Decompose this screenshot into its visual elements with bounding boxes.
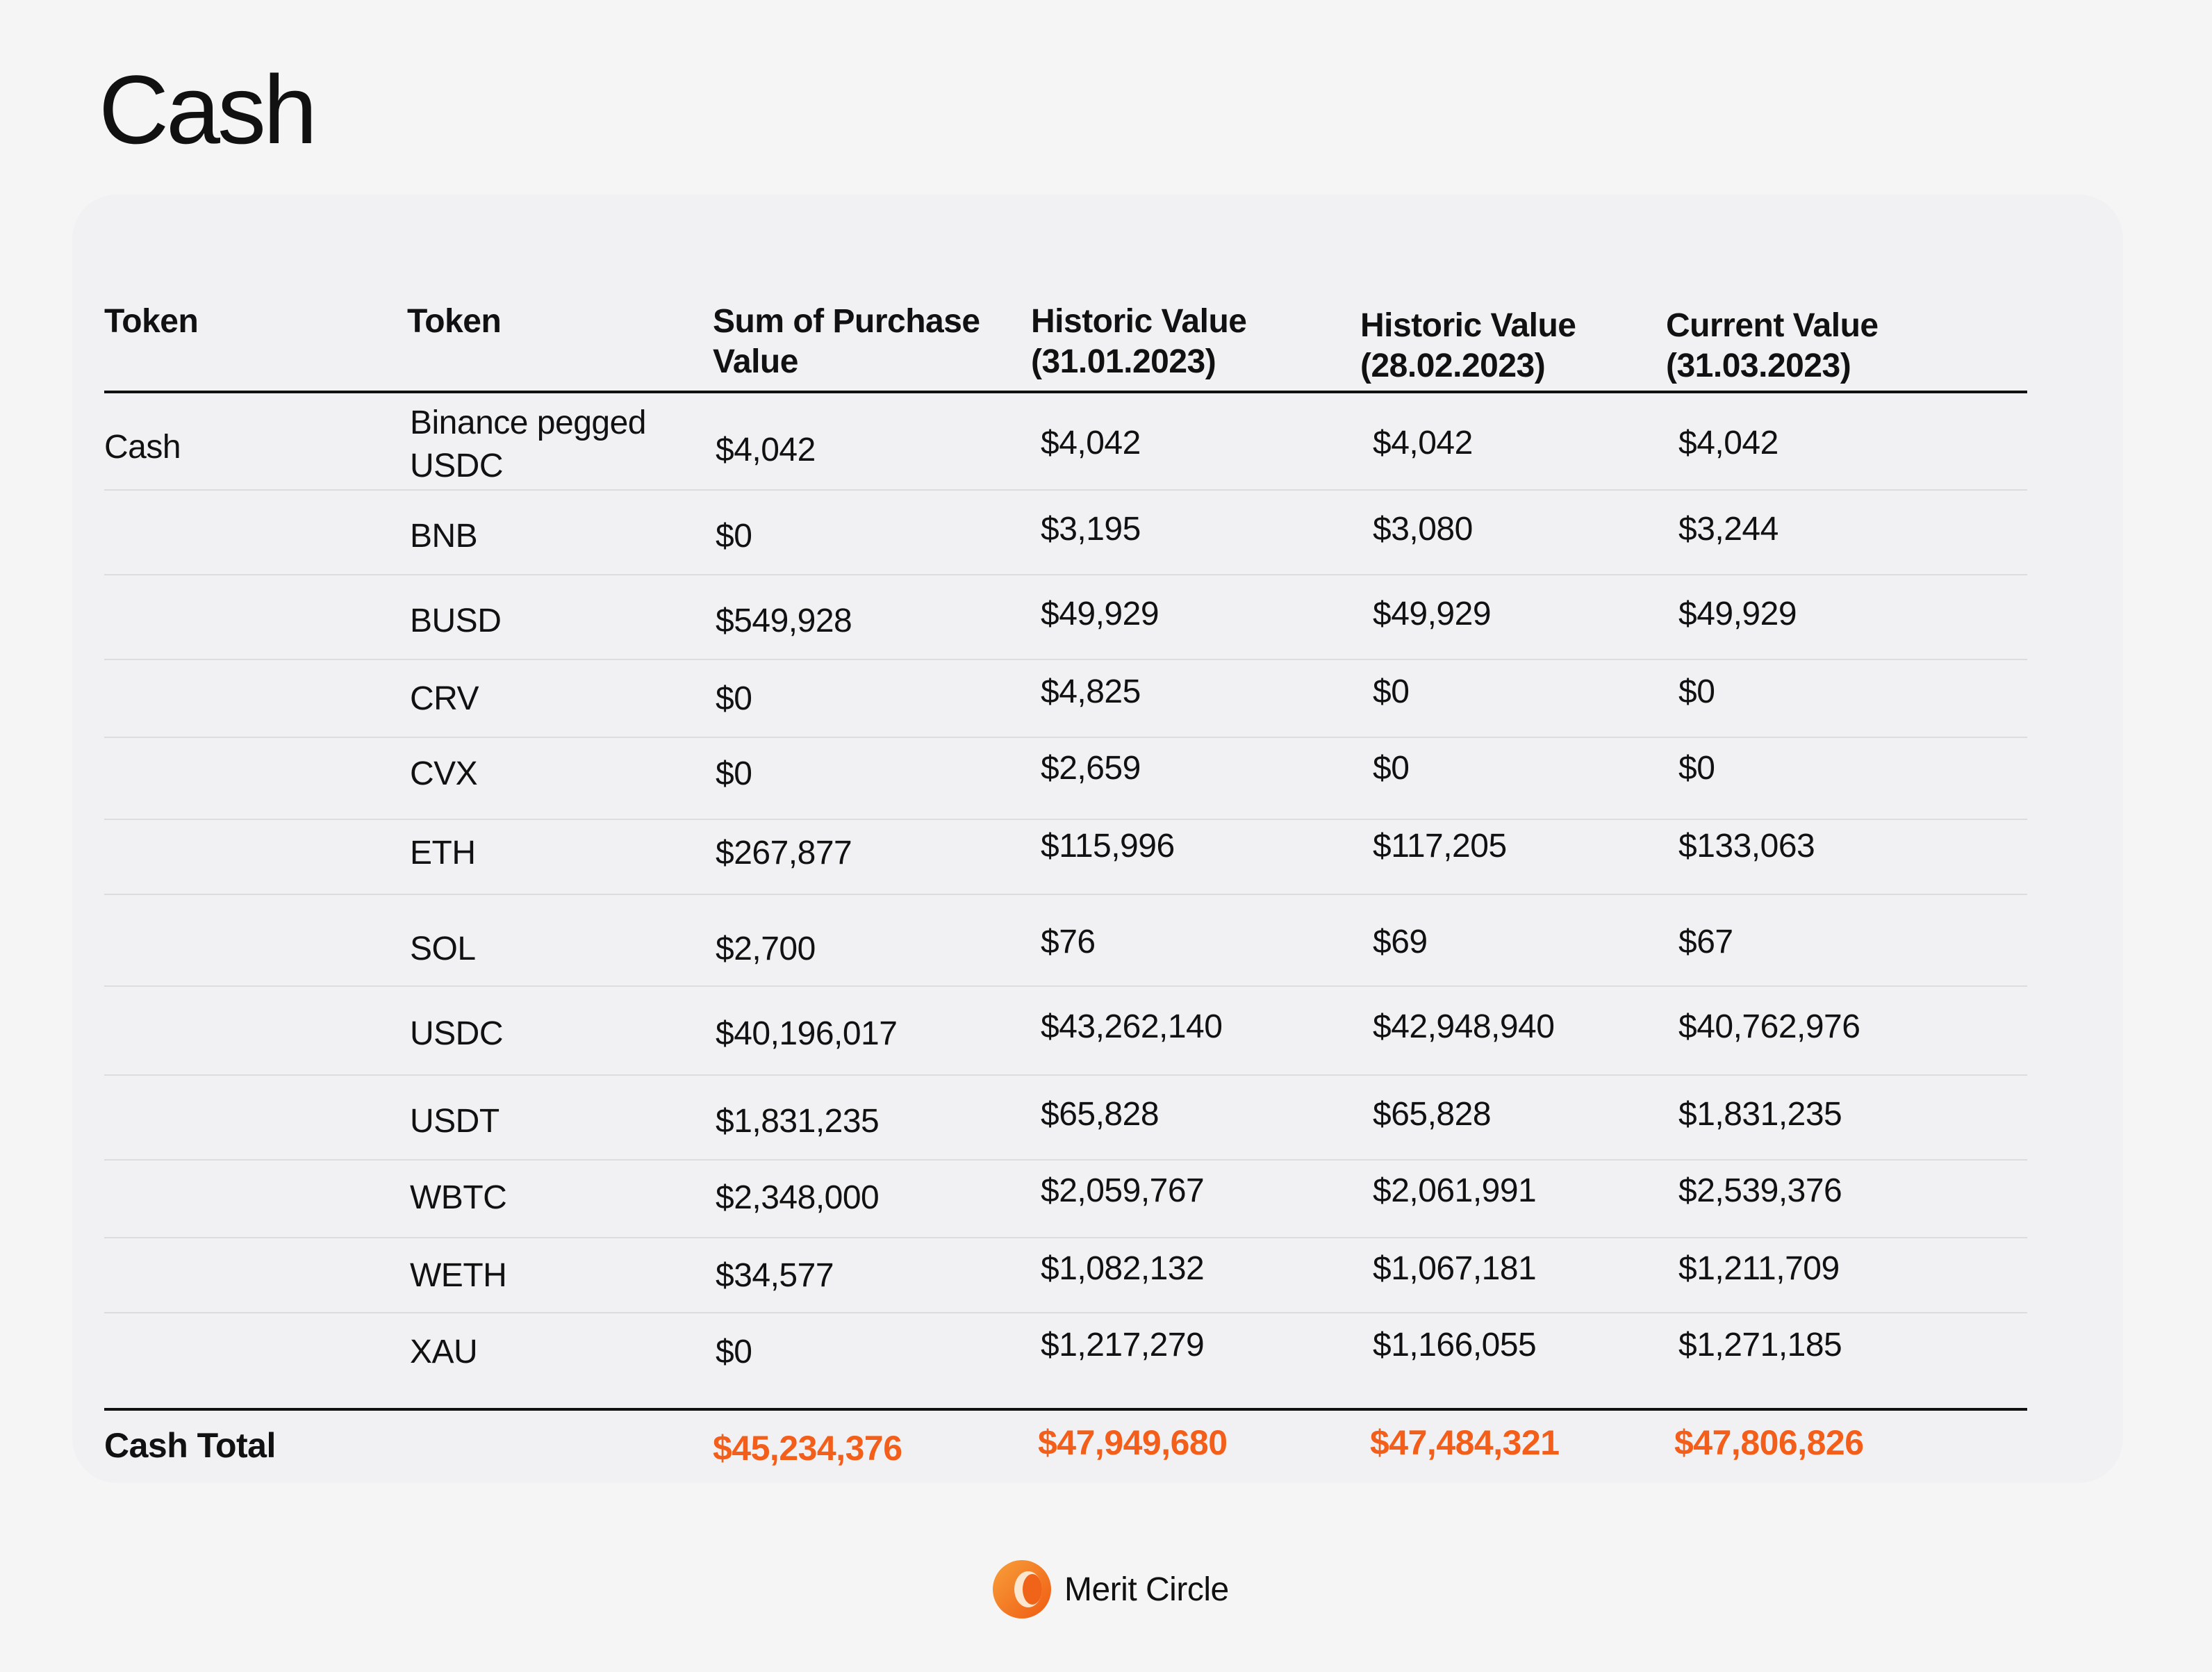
row-historic-feb: $2,061,991: [1373, 1172, 1537, 1209]
total-label: Cash Total: [104, 1426, 276, 1465]
row-category: Cash: [104, 429, 181, 466]
table-row: WETH $34,577 $1,082,132 $1,067,181 $1,211,70…: [104, 1238, 2027, 1313]
row-purchase-value: $0: [716, 755, 752, 792]
row-current-value: $3,244: [1678, 511, 1778, 548]
table-row: USDT $1,831,235 $65,828 $65,828 $1,831,235: [104, 1076, 2027, 1161]
row-historic-feb: $1,067,181: [1373, 1250, 1537, 1287]
total-historic-feb: $47,484,321: [1370, 1423, 1560, 1462]
row-token: Binance pegged USDC: [410, 404, 646, 484]
row-historic-jan: $49,929: [1041, 596, 1159, 632]
row-purchase-value: $2,700: [716, 931, 816, 967]
row-purchase-value: $4,042: [716, 432, 816, 468]
table-row: SOL $2,700 $76 $69 $67: [104, 895, 2027, 987]
header-token: Token: [407, 303, 502, 340]
row-token: WBTC: [410, 1179, 507, 1216]
row-historic-feb: $0: [1373, 673, 1410, 710]
table-row: XAU $0 $1,217,279 $1,166,055 $1,271,185: [104, 1313, 2027, 1408]
header-purchase-value: Sum of Purchase Value: [713, 303, 980, 380]
table-row: ETH $267,877 $115,996 $117,205 $133,063: [104, 820, 2027, 895]
row-current-value: $1,271,185: [1678, 1327, 1842, 1363]
row-historic-jan: $3,195: [1041, 511, 1141, 548]
row-current-value: $1,831,235: [1678, 1096, 1842, 1133]
row-current-value: $2,539,376: [1678, 1172, 1842, 1209]
total-current-value: $47,806,826: [1674, 1423, 1864, 1462]
page-title: Cash: [99, 55, 317, 164]
row-token: SOL: [410, 931, 476, 967]
row-purchase-value: $0: [716, 680, 752, 717]
brand-name: Merit Circle: [1064, 1571, 1229, 1608]
merit-circle-logo-icon: [993, 1560, 1051, 1618]
row-token: CRV: [410, 680, 479, 717]
table-row: CVX $0 $2,659 $0 $0: [104, 738, 2027, 820]
row-purchase-value: $0: [716, 518, 752, 555]
row-historic-feb: $42,948,940: [1373, 1008, 1555, 1045]
row-historic-feb: $0: [1373, 750, 1410, 787]
total-historic-jan: $47,949,680: [1038, 1423, 1228, 1462]
table-row: Cash Binance pegged USDC $4,042 $4,042 $4,04…: [104, 393, 2027, 491]
row-historic-jan: $43,262,140: [1041, 1008, 1223, 1045]
row-historic-jan: $2,659: [1041, 750, 1141, 787]
row-token: ETH: [410, 835, 476, 871]
row-historic-feb: $117,205: [1373, 828, 1507, 864]
row-current-value: $40,762,976: [1678, 1008, 1860, 1045]
row-historic-jan: $4,042: [1041, 425, 1141, 461]
table-row: CRV $0 $4,825 $0 $0: [104, 660, 2027, 738]
table-header: Token Token Sum of Purchase Value Histor…: [104, 292, 2027, 393]
row-historic-jan: $4,825: [1041, 673, 1141, 710]
row-historic-feb: $49,929: [1373, 596, 1492, 632]
row-current-value: $49,929: [1678, 596, 1797, 632]
header-token-category: Token: [104, 303, 199, 340]
row-historic-feb: $65,828: [1373, 1096, 1492, 1133]
header-historic-feb: Historic Value (28.02.2023): [1360, 307, 1576, 384]
row-current-value: $0: [1678, 673, 1715, 710]
row-token: WETH: [410, 1257, 507, 1294]
row-purchase-value: $267,877: [716, 835, 852, 871]
row-token: USDC: [410, 1015, 504, 1052]
row-token: CVX: [410, 755, 478, 792]
row-purchase-value: $0: [716, 1334, 752, 1370]
row-historic-jan: $115,996: [1041, 828, 1175, 864]
table-body: Cash Binance pegged USDC $4,042 $4,042 $4,04…: [104, 393, 2027, 1408]
row-current-value: $1,211,709: [1678, 1250, 1840, 1287]
row-current-value: $133,063: [1678, 828, 1815, 864]
row-purchase-value: $1,831,235: [716, 1103, 880, 1140]
row-historic-jan: $2,059,767: [1041, 1172, 1205, 1209]
row-current-value: $67: [1678, 924, 1733, 960]
row-historic-feb: $3,080: [1373, 511, 1473, 548]
row-current-value: $0: [1678, 750, 1715, 787]
header-historic-jan: Historic Value (31.01.2023): [1031, 303, 1247, 380]
row-token: BUSD: [410, 603, 502, 639]
table-row: BNB $0 $3,195 $3,080 $3,244: [104, 491, 2027, 575]
brand-footer: Merit Circle: [992, 1559, 1229, 1619]
row-historic-jan: $1,082,132: [1041, 1250, 1205, 1287]
row-current-value: $4,042: [1678, 425, 1778, 461]
row-historic-jan: $1,217,279: [1041, 1327, 1205, 1363]
row-token: XAU: [410, 1334, 478, 1370]
row-purchase-value: $40,196,017: [716, 1015, 898, 1052]
row-historic-jan: $76: [1041, 924, 1096, 960]
table-row: BUSD $549,928 $49,929 $49,929 $49,929: [104, 575, 2027, 660]
row-historic-jan: $65,828: [1041, 1096, 1159, 1133]
row-purchase-value: $34,577: [716, 1257, 834, 1294]
row-historic-feb: $4,042: [1373, 425, 1473, 461]
table-row: WBTC $2,348,000 $2,059,767 $2,061,991 $2,539…: [104, 1161, 2027, 1238]
cash-table: Token Token Sum of Purchase Value Histor…: [104, 292, 2027, 1494]
row-historic-feb: $1,166,055: [1373, 1327, 1537, 1363]
cash-table-card: Token Token Sum of Purchase Value Histor…: [72, 195, 2123, 1483]
table-row: USDC $40,196,017 $43,262,140 $42,948,940 $40…: [104, 987, 2027, 1076]
row-token: USDT: [410, 1103, 500, 1140]
row-token: BNB: [410, 518, 478, 555]
total-purchase-value: $45,234,376: [713, 1429, 902, 1468]
header-current-value: Current Value (31.03.2023): [1666, 307, 1879, 384]
row-purchase-value: $2,348,000: [716, 1179, 880, 1216]
total-row: Cash Total $45,234,376 $47,949,680 $47,4…: [104, 1408, 2027, 1494]
row-purchase-value: $549,928: [716, 603, 852, 639]
row-historic-feb: $69: [1373, 924, 1428, 960]
